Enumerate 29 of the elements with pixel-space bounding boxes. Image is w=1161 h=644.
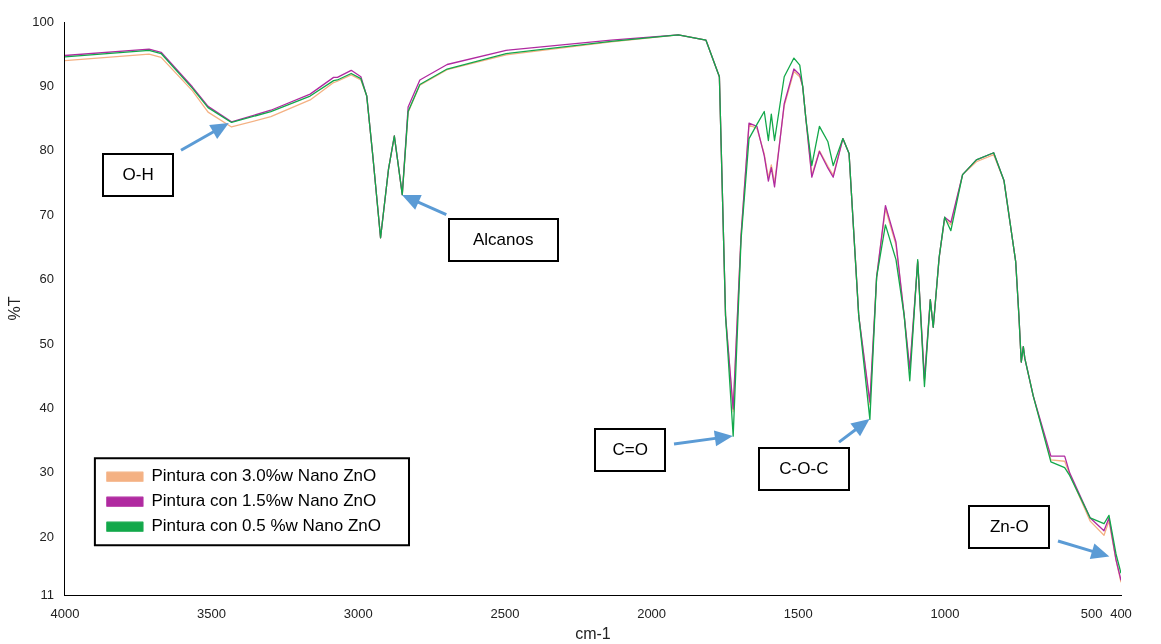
annotation: Zn-O [989,516,1029,537]
x-tick-label: 1500 [783,605,813,621]
x-tick-label: 3000 [343,605,373,621]
x-tick-label: 2000 [637,605,667,621]
legend-label: Pintura con 0.5 %w Nano ZnO [151,516,382,536]
x-tick-label: 4000 [50,605,80,621]
annotation: C-O-C [779,459,829,480]
y-tick-label: 50 [39,335,54,351]
x-tick-label: 500 [1080,605,1103,621]
x-tick-label: 400 [1110,605,1132,621]
y-tick-label: 20 [39,528,54,544]
y-tick-label: 90 [39,77,54,93]
annotation: Alcanos [473,229,534,250]
y-tick-label: 30 [39,464,54,480]
y-tick-label: 80 [39,142,54,158]
x-axis-title: cm-1 [575,624,611,642]
y-tick-label: 100 [32,13,54,29]
annotation: C=O [612,440,648,461]
annotation: O-H [122,165,154,186]
x-tick-label: 1000 [930,605,960,621]
y-tick-label: 40 [39,400,54,416]
y-axis-title: %T [6,296,24,321]
x-tick-label: 2500 [490,605,520,621]
y-tick-label: 70 [39,206,54,222]
y-tick-label: 60 [39,271,54,287]
legend-label: Pintura con 1.5%w Nano ZnO [151,491,377,511]
legend-label: Pintura con 3.0%w Nano ZnO [151,466,377,486]
y-tick-label: 11 [40,586,54,602]
x-tick-label: 3500 [197,605,227,621]
